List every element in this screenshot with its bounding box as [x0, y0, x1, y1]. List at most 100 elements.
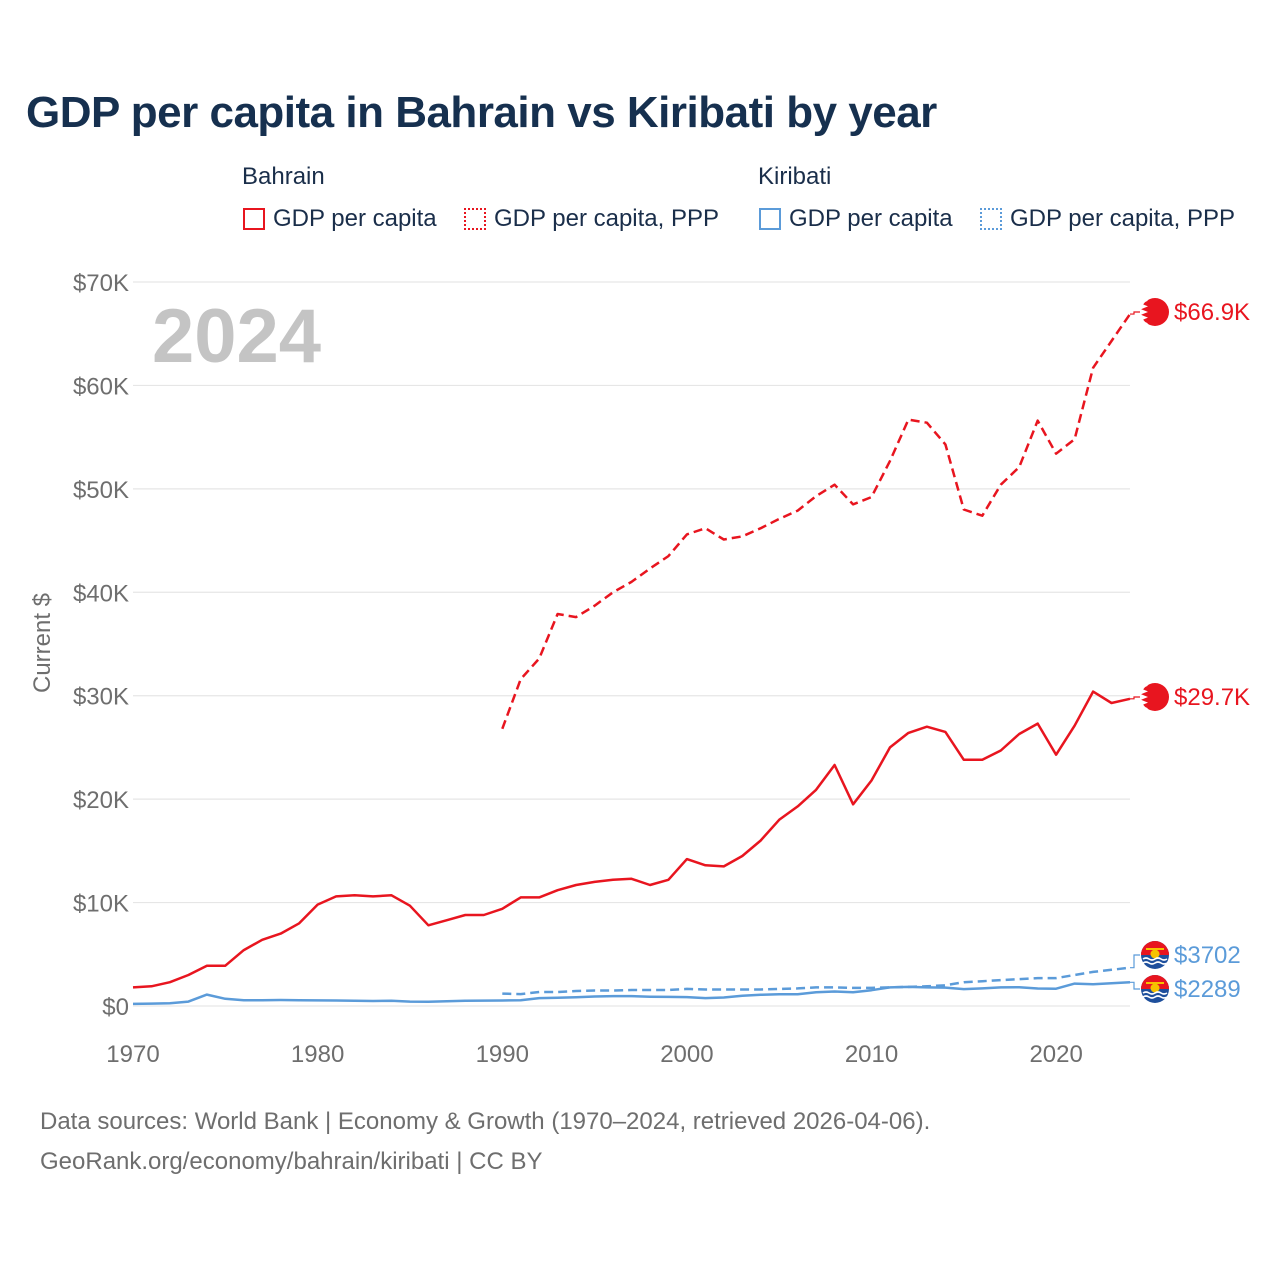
data-point[interactable] [278, 998, 283, 1003]
data-point[interactable] [869, 778, 874, 783]
data-point[interactable] [426, 923, 431, 928]
data-point[interactable] [814, 985, 819, 990]
data-point[interactable] [241, 998, 246, 1003]
data-point[interactable] [629, 579, 634, 584]
data-point[interactable] [297, 921, 302, 926]
data-point[interactable] [1109, 981, 1114, 986]
data-point[interactable] [1091, 365, 1096, 370]
data-point[interactable] [260, 937, 265, 942]
data-point[interactable] [611, 994, 616, 999]
data-point[interactable] [315, 998, 320, 1003]
data-point[interactable] [758, 992, 763, 997]
data-point[interactable] [407, 999, 412, 1004]
data-point[interactable] [777, 986, 782, 991]
data-point[interactable] [851, 990, 856, 995]
data-point[interactable] [777, 817, 782, 822]
data-point[interactable] [795, 804, 800, 809]
data-point[interactable] [758, 987, 763, 992]
data-point[interactable] [961, 757, 966, 762]
data-point[interactable] [592, 603, 597, 608]
data-point[interactable] [924, 984, 929, 989]
data-point[interactable] [592, 994, 597, 999]
data-point[interactable] [832, 985, 837, 990]
data-point[interactable] [574, 989, 579, 994]
data-point[interactable] [851, 985, 856, 990]
legend-item-bahrain-ppp[interactable]: GDP per capita, PPP [464, 205, 719, 233]
data-point[interactable] [980, 979, 985, 984]
series-line-kiribati-gdp[interactable] [132, 981, 1131, 1006]
data-point[interactable] [998, 482, 1003, 487]
legend-item-kiribati-ppp[interactable]: GDP per capita, PPP [980, 205, 1235, 233]
data-point[interactable] [1035, 418, 1040, 423]
data-point[interactable] [758, 838, 763, 843]
data-point[interactable] [814, 494, 819, 499]
data-point[interactable] [223, 996, 228, 1001]
data-point[interactable] [777, 516, 782, 521]
data-point[interactable] [1035, 976, 1040, 981]
data-point[interactable] [666, 554, 671, 559]
data-point[interactable] [611, 590, 616, 595]
data-point[interactable] [721, 987, 726, 992]
data-point[interactable] [518, 998, 523, 1003]
data-point[interactable] [555, 888, 560, 893]
data-point[interactable] [481, 998, 486, 1003]
data-point[interactable] [592, 988, 597, 993]
data-point[interactable] [1017, 977, 1022, 982]
series-line-bahrain-ppp[interactable] [501, 313, 1132, 730]
data-point[interactable] [481, 912, 486, 917]
data-point[interactable] [1109, 967, 1114, 972]
data-point[interactable] [1054, 451, 1059, 456]
data-point[interactable] [869, 495, 874, 500]
data-point[interactable] [574, 882, 579, 887]
data-point[interactable] [518, 992, 523, 997]
data-point[interactable] [518, 677, 523, 682]
data-point[interactable] [740, 534, 745, 539]
data-point[interactable] [1091, 689, 1096, 694]
data-point[interactable] [777, 992, 782, 997]
data-point[interactable] [1054, 986, 1059, 991]
data-point[interactable] [334, 894, 339, 899]
data-point[interactable] [167, 980, 172, 985]
data-point[interactable] [223, 963, 228, 968]
series-line-bahrain-gdp[interactable] [132, 690, 1131, 989]
data-point[interactable] [814, 787, 819, 792]
data-point[interactable] [1072, 972, 1077, 977]
data-point[interactable] [555, 990, 560, 995]
data-point[interactable] [943, 983, 948, 988]
data-point[interactable] [463, 912, 468, 917]
data-point[interactable] [740, 987, 745, 992]
data-point[interactable] [444, 999, 449, 1004]
data-point[interactable] [1035, 721, 1040, 726]
data-point[interactable] [906, 730, 911, 735]
data-point[interactable] [537, 895, 542, 900]
data-point[interactable] [906, 984, 911, 989]
data-point[interactable] [131, 985, 136, 990]
data-point[interactable] [998, 978, 1003, 983]
data-point[interactable] [887, 458, 892, 463]
data-point[interactable] [851, 502, 856, 507]
data-point[interactable] [167, 1001, 172, 1006]
data-point[interactable] [832, 763, 837, 768]
data-point[interactable] [795, 986, 800, 991]
data-point[interactable] [943, 729, 948, 734]
data-point[interactable] [980, 513, 985, 518]
data-point[interactable] [1035, 986, 1040, 991]
data-point[interactable] [611, 877, 616, 882]
data-point[interactable] [574, 995, 579, 1000]
data-point[interactable] [998, 748, 1003, 753]
data-point[interactable] [684, 995, 689, 1000]
data-point[interactable] [500, 906, 505, 911]
data-point[interactable] [629, 876, 634, 881]
data-point[interactable] [887, 985, 892, 990]
data-point[interactable] [537, 996, 542, 1001]
data-point[interactable] [352, 998, 357, 1003]
data-point[interactable] [666, 987, 671, 992]
data-point[interactable] [592, 879, 597, 884]
data-point[interactable] [629, 994, 634, 999]
data-point[interactable] [703, 987, 708, 992]
data-point[interactable] [1017, 731, 1022, 736]
data-point[interactable] [666, 994, 671, 999]
data-point[interactable] [684, 986, 689, 991]
legend-item-kiribati-gdp[interactable]: GDP per capita [759, 205, 953, 233]
data-point[interactable] [611, 988, 616, 993]
